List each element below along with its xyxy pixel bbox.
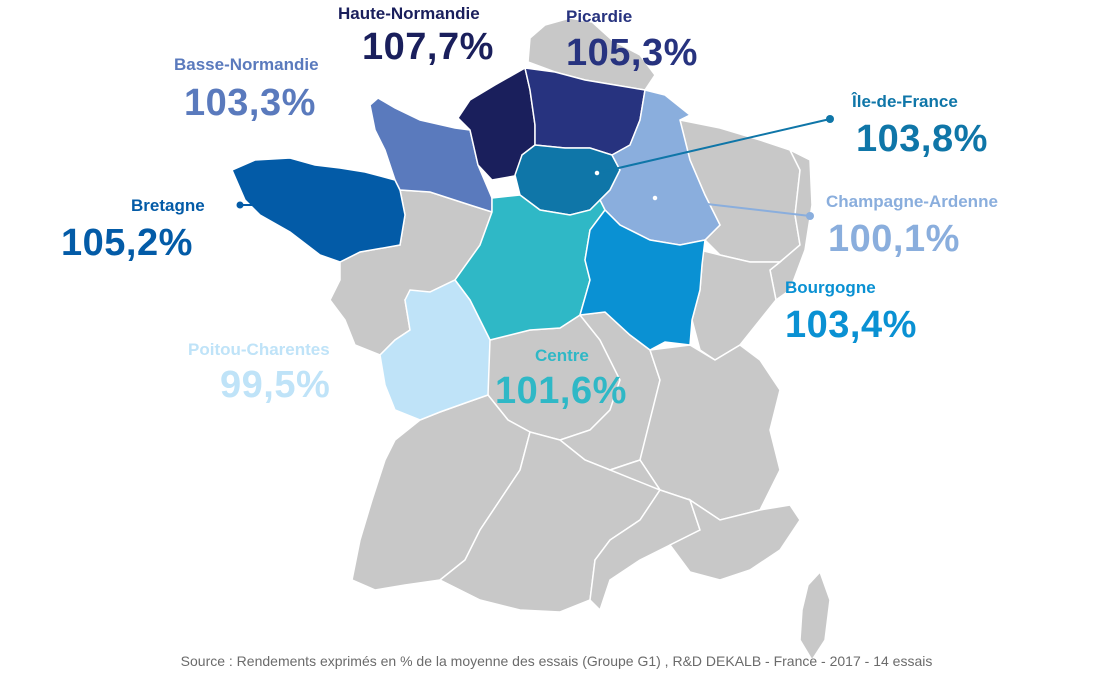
region-rhone-alpes <box>639 344 781 521</box>
ile-de-france-value: 103,8% <box>856 118 988 160</box>
bourgogne-name: Bourgogne <box>785 278 876 297</box>
ile-de-france-leader-line <box>596 118 831 174</box>
haute-normandie-name: Haute-Normandie <box>338 4 480 23</box>
region-bourgogne <box>578 208 706 351</box>
ile-de-france-leader-dot-end <box>826 115 834 123</box>
champagne-ardenne-leader-line <box>654 197 811 217</box>
region-languedoc <box>589 459 701 612</box>
basse-normandie-value: 103,3% <box>184 82 316 124</box>
haute-normandie-value: 107,7% <box>362 26 494 68</box>
ile-de-france-leader-dot-map <box>593 169 601 177</box>
champagne-ardenne-value: 100,1% <box>828 218 960 260</box>
poitou-charentes-name: Poitou-Charentes <box>188 340 330 359</box>
other-regions <box>329 17 831 662</box>
centre-name: Centre <box>535 346 589 365</box>
region-corse <box>799 570 831 662</box>
champagne-ardenne-name: Champagne-Ardenne <box>826 192 998 211</box>
champagne-ardenne-leader-dot-end <box>806 212 814 220</box>
region-franche-comte <box>691 249 783 361</box>
basse-normandie-name: Basse-Normandie <box>174 55 319 74</box>
picardie-name: Picardie <box>566 7 633 26</box>
poitou-charentes-value: 99,5% <box>220 364 331 406</box>
region-poitou-charentes <box>379 279 491 421</box>
source-note: Source : Rendements exprimés en % de la … <box>180 653 933 669</box>
bretagne-value: 105,2% <box>61 222 193 264</box>
region-bretagne <box>231 157 406 263</box>
region-paca <box>668 498 801 581</box>
picardie-value: 105,3% <box>566 32 698 74</box>
champagne-ardenne-leader-dot-map <box>651 194 659 202</box>
bretagne-leader-dot <box>236 201 244 209</box>
bretagne-name: Bretagne <box>131 196 205 215</box>
centre-value: 101,6% <box>495 370 627 412</box>
ile-de-france-name: Île-de-France <box>852 92 958 111</box>
leader-lines <box>236 115 834 220</box>
bourgogne-value: 103,4% <box>785 304 917 346</box>
